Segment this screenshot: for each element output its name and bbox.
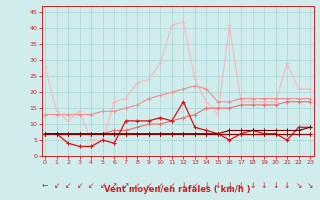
Text: ↓: ↓	[261, 181, 267, 190]
Text: ↙: ↙	[53, 181, 60, 190]
Text: ←: ←	[42, 181, 48, 190]
Text: ↘: ↘	[295, 181, 302, 190]
Text: ↓: ↓	[226, 181, 233, 190]
Text: ↙: ↙	[146, 181, 152, 190]
Text: ↘: ↘	[307, 181, 313, 190]
Text: ↙: ↙	[134, 181, 140, 190]
Text: ↓: ↓	[180, 181, 187, 190]
Text: ↓: ↓	[272, 181, 279, 190]
Text: ↗: ↗	[111, 181, 117, 190]
Text: ↙: ↙	[157, 181, 164, 190]
Text: ↓: ↓	[238, 181, 244, 190]
Text: ↓: ↓	[249, 181, 256, 190]
Text: ↙: ↙	[88, 181, 94, 190]
Text: ↓: ↓	[215, 181, 221, 190]
Text: ↓: ↓	[284, 181, 290, 190]
Text: ↙: ↙	[169, 181, 175, 190]
Text: ↙: ↙	[192, 181, 198, 190]
Text: ↙: ↙	[65, 181, 71, 190]
Text: ↙: ↙	[100, 181, 106, 190]
X-axis label: Vent moyen/en rafales ( km/h ): Vent moyen/en rafales ( km/h )	[104, 185, 251, 194]
Text: ↓: ↓	[203, 181, 210, 190]
Text: ↙: ↙	[76, 181, 83, 190]
Text: ↗: ↗	[123, 181, 129, 190]
